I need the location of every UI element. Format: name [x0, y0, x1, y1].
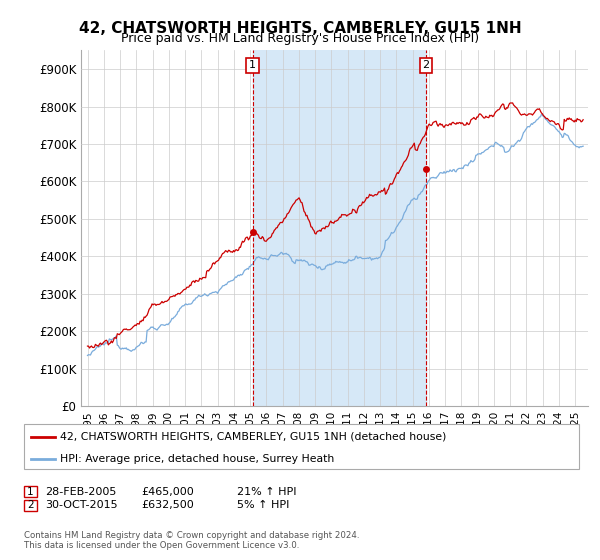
- Text: Contains HM Land Registry data © Crown copyright and database right 2024.
This d: Contains HM Land Registry data © Crown c…: [24, 531, 359, 550]
- Text: 5% ↑ HPI: 5% ↑ HPI: [237, 500, 289, 510]
- Text: 1: 1: [27, 487, 34, 497]
- Text: £632,500: £632,500: [141, 500, 194, 510]
- Text: 2: 2: [422, 60, 430, 71]
- Text: 28-FEB-2005: 28-FEB-2005: [45, 487, 116, 497]
- Text: 1: 1: [249, 60, 256, 71]
- Text: HPI: Average price, detached house, Surrey Heath: HPI: Average price, detached house, Surr…: [60, 454, 334, 464]
- Text: 2: 2: [27, 500, 34, 510]
- Text: 21% ↑ HPI: 21% ↑ HPI: [237, 487, 296, 497]
- Text: 42, CHATSWORTH HEIGHTS, CAMBERLEY, GU15 1NH: 42, CHATSWORTH HEIGHTS, CAMBERLEY, GU15 …: [79, 21, 521, 36]
- Text: £465,000: £465,000: [141, 487, 194, 497]
- Text: 30-OCT-2015: 30-OCT-2015: [45, 500, 118, 510]
- Text: Price paid vs. HM Land Registry's House Price Index (HPI): Price paid vs. HM Land Registry's House …: [121, 32, 479, 45]
- Text: 42, CHATSWORTH HEIGHTS, CAMBERLEY, GU15 1NH (detached house): 42, CHATSWORTH HEIGHTS, CAMBERLEY, GU15 …: [60, 432, 446, 442]
- Bar: [253, 50, 426, 406]
